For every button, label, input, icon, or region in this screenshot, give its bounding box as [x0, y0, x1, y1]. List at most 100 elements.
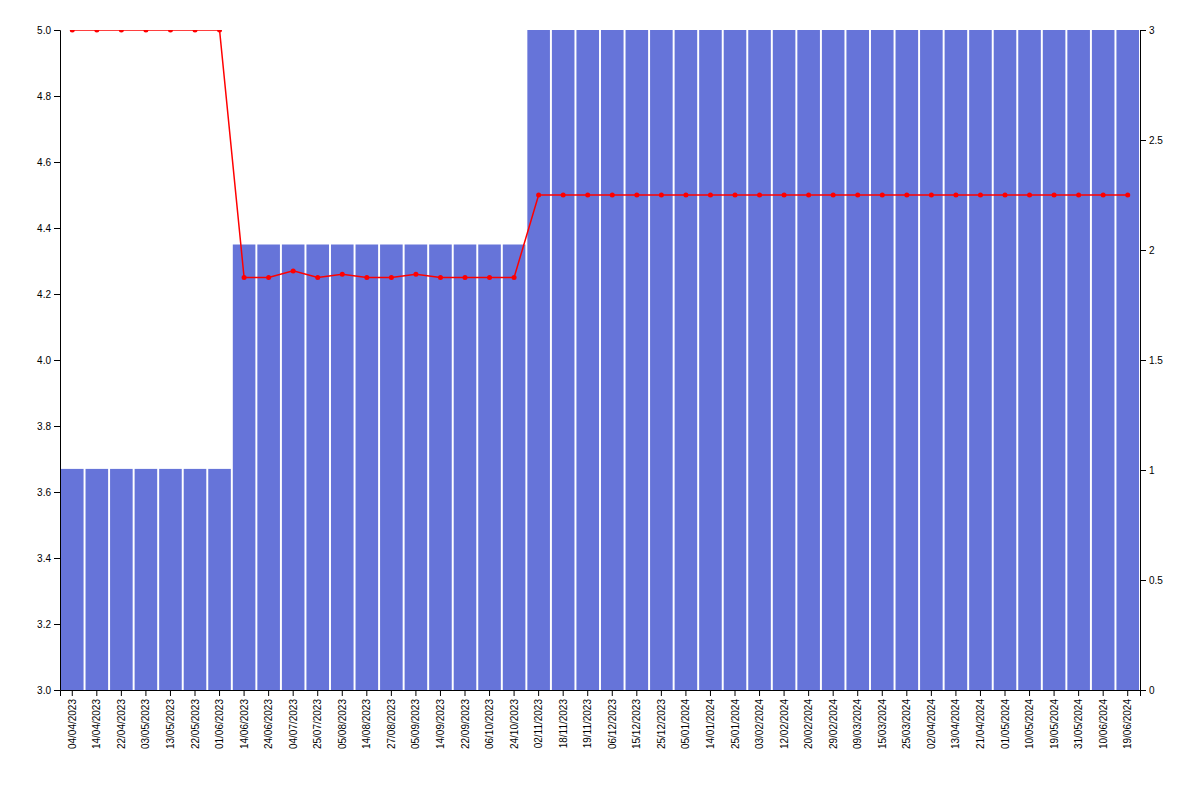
tick-label: 25/07/2023 [312, 699, 323, 749]
tick-label: 29/02/2024 [828, 699, 839, 749]
tick-mark [54, 690, 60, 691]
bar [994, 30, 1017, 690]
tick: 21/04/2024 [975, 690, 986, 749]
tick-label: 3.8 [37, 421, 51, 432]
marker [904, 193, 909, 198]
marker [119, 30, 124, 33]
bar [699, 30, 722, 690]
tick: 05/01/2024 [680, 690, 691, 749]
tick-mark [514, 690, 515, 696]
tick-mark [342, 690, 343, 696]
bar [675, 30, 698, 690]
tick: 0 [1140, 685, 1155, 696]
plot: 04/04/202314/04/202322/04/202303/05/2023… [37, 25, 1163, 800]
bar [1018, 30, 1041, 690]
tick-mark [931, 690, 932, 696]
tick-label: 01/06/2023 [214, 699, 225, 749]
marker [94, 30, 99, 33]
marker [143, 30, 148, 33]
tick-mark [54, 162, 60, 163]
tick: 19/05/2024 [1049, 690, 1060, 749]
bar-series [61, 30, 1139, 690]
tick: 18/11/2023 [558, 690, 569, 748]
marker [683, 193, 688, 198]
tick: 2.5 [1140, 135, 1163, 146]
tick: 3.4 [37, 553, 60, 564]
tick-label: 24/06/2023 [263, 699, 274, 749]
marker [340, 272, 345, 277]
tick-mark [882, 690, 883, 696]
tick-mark [440, 690, 441, 696]
bar [1043, 30, 1066, 690]
tick: 14/06/2023 [239, 690, 250, 749]
bar [233, 245, 256, 691]
tick-mark [489, 690, 490, 696]
marker [855, 193, 860, 198]
tick-mark [54, 96, 60, 97]
tick-label: 3 [1149, 25, 1155, 36]
tick-label: 14/01/2024 [705, 699, 716, 749]
tick-mark [955, 690, 956, 696]
tick-label: 4.2 [37, 289, 51, 300]
bar [135, 469, 158, 690]
tick-label: 0.5 [1149, 575, 1163, 586]
tick-label: 1.5 [1149, 355, 1163, 366]
bar [969, 30, 992, 690]
tick-mark [563, 690, 564, 696]
bar [1092, 30, 1115, 690]
tick-mark [293, 690, 294, 696]
tick-mark [1140, 690, 1146, 691]
tick: 22/09/2023 [460, 690, 471, 749]
y2-axis: 00.511.522.53 [1140, 25, 1163, 696]
marker [929, 193, 934, 198]
tick-mark [268, 690, 269, 696]
tick-label: 19/11/2023 [582, 699, 593, 749]
tick: 01/05/2024 [1000, 690, 1011, 749]
marker [1003, 193, 1008, 198]
bar [282, 245, 305, 691]
tick-mark [465, 690, 466, 696]
tick-mark [195, 690, 196, 696]
tick-mark [1054, 690, 1055, 696]
marker [831, 193, 836, 198]
tick-label: 13/04/2024 [950, 699, 961, 749]
bar [503, 245, 526, 691]
bar [945, 30, 968, 690]
tick: 3.2 [37, 619, 60, 630]
tick-mark [980, 690, 981, 696]
tick-label: 20/02/2024 [803, 699, 814, 749]
marker [242, 275, 247, 280]
tick: 15/12/2023 [631, 690, 642, 749]
bar [650, 30, 673, 690]
bar [331, 245, 354, 691]
tick: 2 [1140, 245, 1155, 256]
tick-label: 15/12/2023 [631, 699, 642, 749]
bar [871, 30, 894, 690]
marker [364, 275, 369, 280]
tick-label: 06/10/2023 [484, 699, 495, 749]
tick-label: 14/04/2023 [91, 699, 102, 749]
tick: 24/10/2023 [509, 690, 520, 749]
tick: 25/12/2023 [656, 690, 667, 749]
tick-label: 14/06/2023 [239, 699, 250, 749]
tick-label: 31/05/2024 [1073, 699, 1084, 749]
marker [463, 275, 468, 280]
tick-label: 15/03/2024 [877, 699, 888, 749]
tick-mark [317, 690, 318, 696]
marker [708, 193, 713, 198]
tick: 14/04/2023 [91, 690, 102, 749]
tick-mark [587, 690, 588, 696]
axis-line [1141, 31, 1147, 691]
marker [978, 193, 983, 198]
tick-label: 04/07/2023 [288, 699, 299, 749]
marker [880, 193, 885, 198]
tick: 4.4 [37, 223, 60, 234]
tick-label: 3.2 [37, 619, 51, 630]
bar [626, 30, 649, 690]
tick-label: 3.4 [37, 553, 51, 564]
bar [184, 469, 207, 690]
tick-mark [54, 360, 60, 361]
tick-label: 12/02/2024 [779, 699, 790, 749]
marker [70, 30, 75, 33]
tick: 3 [1140, 25, 1155, 36]
